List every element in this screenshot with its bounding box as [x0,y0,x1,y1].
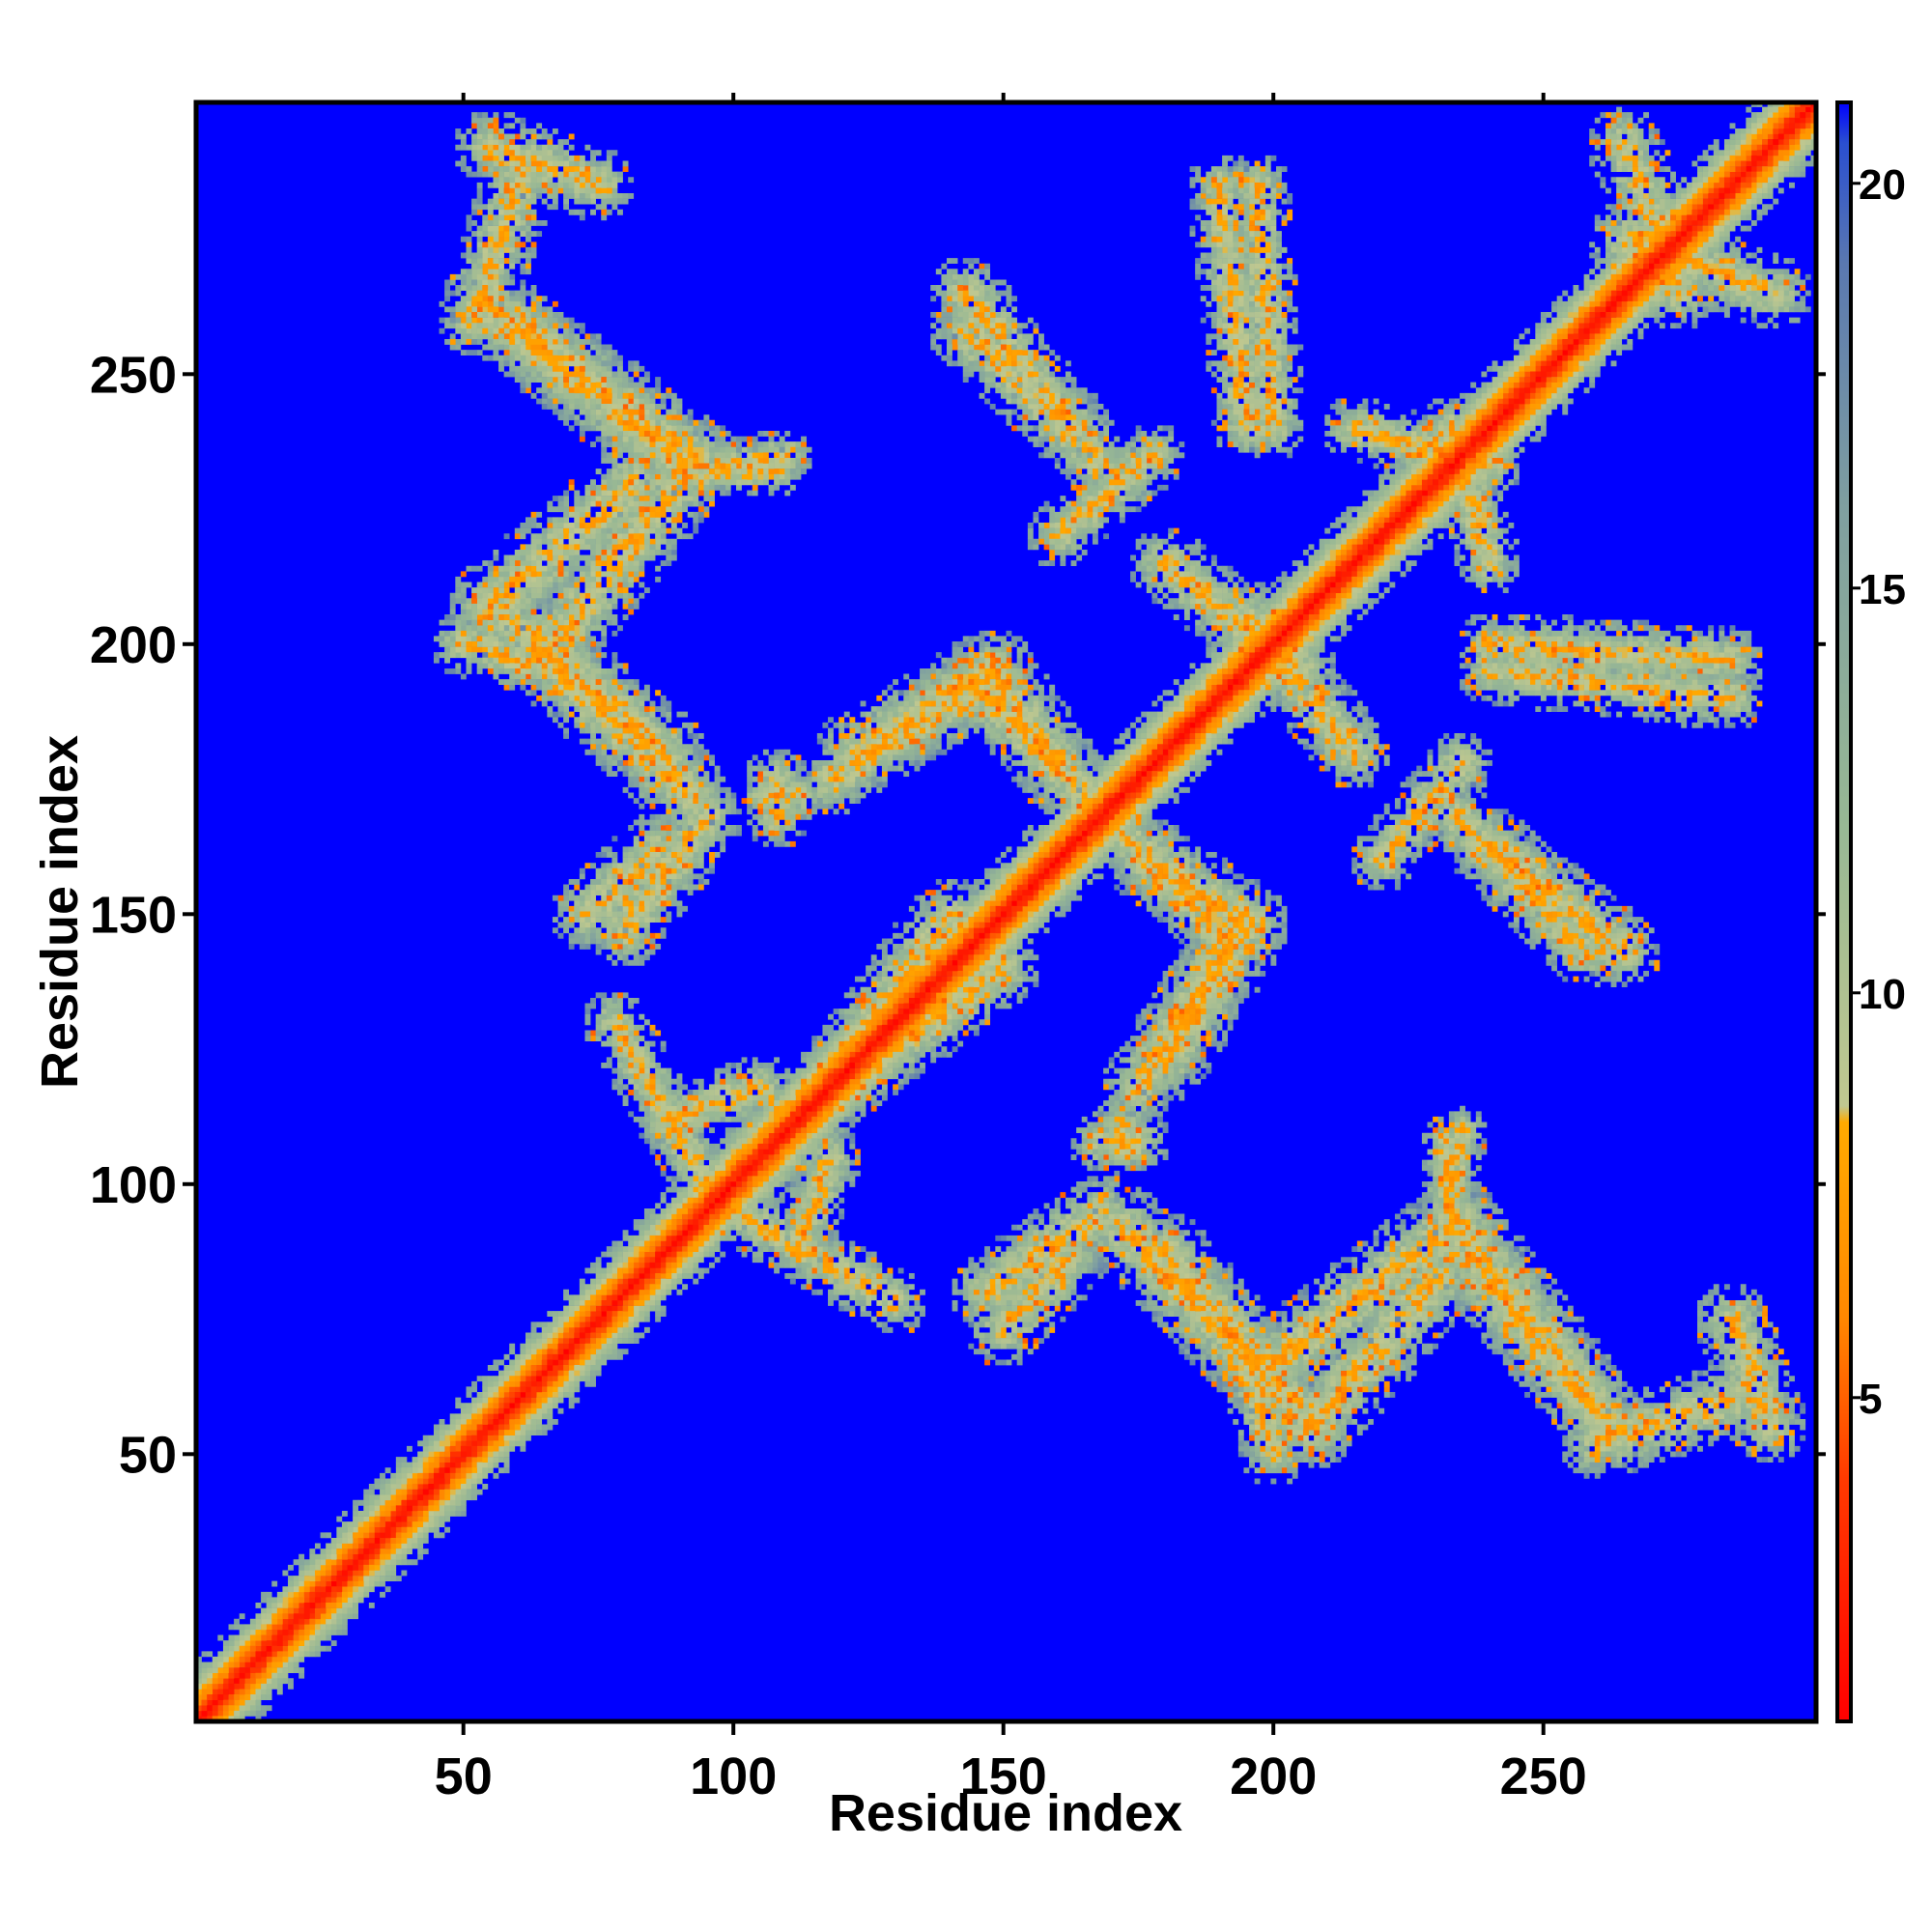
colorbar-tick-label: 20 [1859,161,1906,209]
y-tick-label: 200 [90,616,177,674]
plot-frame [193,99,1819,1724]
heatmap-cells [196,102,1816,1721]
y-tick-label: 250 [90,346,177,404]
x-tick-label: 50 [435,1747,493,1805]
y-tick-label: 100 [90,1156,177,1214]
heatmap-cell-group [239,117,1806,1695]
x-tick-label: 100 [690,1747,777,1805]
colorbar-tick-label: 5 [1859,1376,1882,1423]
x-axis-label: Residue index [829,1784,1182,1842]
colorbar [1835,100,1853,1723]
colorbar-ticks: 5 10 15 20 [1851,161,1906,1423]
y-axis-label: Residue index [31,735,89,1089]
heatmap-cell-group [228,102,1801,1712]
heatmap-cell-group [201,117,1816,1712]
x-axis-ticks: 50 100 150 200 250 [435,93,1587,1805]
heatmap-cell-group [207,106,1806,1721]
x-tick-label: 150 [960,1747,1047,1805]
x-tick-label: 250 [1500,1747,1587,1805]
heatmap-cell-group [201,106,1816,1721]
colorbar-tick-label: 10 [1859,971,1906,1018]
heatmap-cell-group [207,112,1806,1712]
y-tick-label: 150 [90,886,177,944]
x-tick-label: 200 [1230,1747,1317,1805]
heatmap-cell-group [196,117,1801,1721]
colorbar-tick-label: 15 [1859,566,1906,613]
y-axis-ticks: 50 100 150 200 250 [90,346,1826,1484]
heatmap-cell-group [212,102,1801,1706]
heatmap-cell-group [995,1235,1002,1241]
y-tick-label: 50 [119,1426,177,1484]
